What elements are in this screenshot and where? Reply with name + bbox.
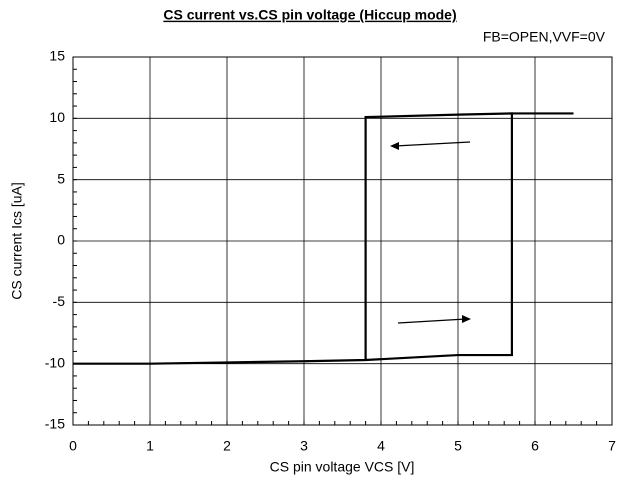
- x-tick-label: 1: [146, 438, 154, 454]
- y-tick-label: -15: [45, 416, 65, 432]
- x-tick-label: 6: [531, 438, 539, 454]
- plot-frame: [72, 56, 613, 426]
- data-line: [73, 112, 574, 365]
- arrow: [397, 318, 467, 324]
- y-tick-label: 0: [57, 232, 65, 248]
- x-tick-label: 3: [300, 438, 308, 454]
- x-tick-label: 2: [223, 438, 231, 454]
- y-tick-label: 15: [49, 48, 65, 64]
- x-tick-label: 4: [377, 438, 385, 454]
- arrow: [394, 141, 471, 147]
- subtitle: FB=OPEN,VVF=0V: [483, 29, 606, 45]
- y-tick-label: 10: [49, 109, 65, 125]
- x-tick-label: 7: [608, 438, 616, 454]
- y-axis-label: CS current Ics [uA]: [9, 182, 25, 299]
- y-tick-label: -10: [45, 354, 65, 370]
- arrows: [390, 141, 471, 324]
- x-tick-label: 0: [69, 438, 77, 454]
- y-tick-label: 5: [57, 170, 65, 186]
- y-tick-label: -5: [53, 293, 66, 309]
- chart-title: CS current vs.CS pin voltage (Hiccup mod…: [163, 7, 456, 23]
- arrow-head: [462, 315, 471, 323]
- x-tick-label: 5: [454, 438, 462, 454]
- x-axis-label: CS pin voltage VCS [V]: [270, 459, 415, 475]
- arrow-head: [390, 142, 399, 150]
